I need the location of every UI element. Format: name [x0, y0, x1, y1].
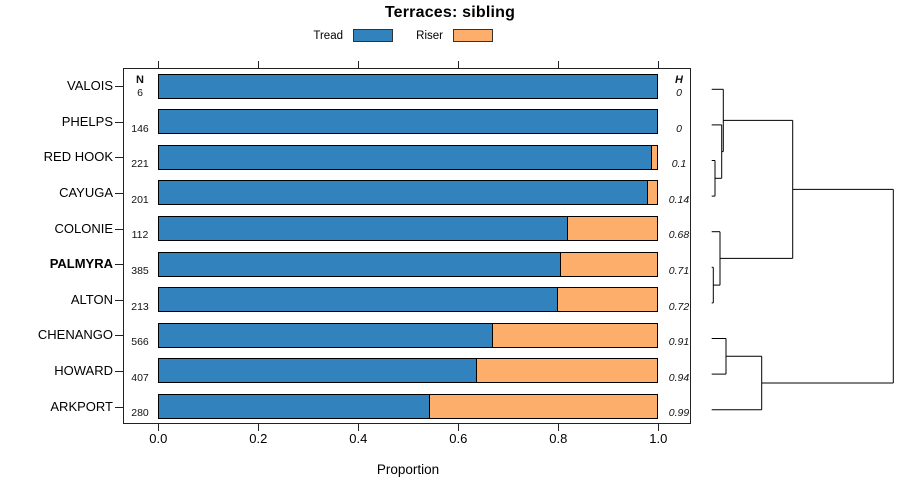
riser-segment — [557, 287, 659, 313]
x-axis-tick-bottom — [258, 424, 260, 432]
tread-segment — [158, 394, 431, 419]
x-axis-tick-bottom — [358, 424, 360, 432]
row-label: PHELPS — [61, 113, 113, 129]
tread-segment — [158, 144, 653, 170]
x-axis-tick-top — [358, 61, 360, 69]
h-value: 0 — [676, 86, 682, 99]
row-label: ARKPORT — [50, 398, 113, 414]
n-value: 213 — [131, 300, 149, 313]
h-value: 0.91 — [668, 336, 690, 349]
n-column-header: N — [136, 74, 144, 87]
x-axis-tick-top — [458, 61, 460, 69]
h-value: 0.71 — [668, 264, 690, 277]
y-axis-tick — [115, 406, 123, 408]
riser-segment — [476, 358, 659, 384]
x-axis-tick-top — [658, 61, 660, 69]
riser-segment — [429, 394, 659, 419]
row-label: CHENANGO — [37, 327, 113, 343]
h-value: 0.94 — [668, 371, 690, 384]
n-value: 280 — [131, 407, 149, 420]
tread-segment — [158, 322, 494, 348]
chart-title: Terraces: sibling — [384, 4, 516, 21]
legend-swatch-tread — [353, 29, 393, 42]
row-label: RED HOOK — [43, 149, 113, 165]
tread-segment — [158, 73, 659, 99]
n-value: 385 — [131, 264, 149, 277]
riser-segment — [651, 144, 659, 170]
y-axis-tick — [115, 192, 123, 194]
x-axis-tick-bottom — [658, 424, 660, 432]
n-value: 112 — [131, 229, 149, 242]
tread-segment — [158, 216, 569, 241]
y-axis-tick — [115, 157, 123, 159]
h-value: 0.68 — [668, 229, 690, 242]
tread-segment — [158, 180, 649, 206]
x-tick-label: 0.6 — [449, 431, 468, 446]
h-value: 0 — [676, 122, 682, 135]
tread-segment — [158, 251, 562, 277]
x-axis-tick-bottom — [458, 424, 460, 432]
n-value: 6 — [137, 86, 143, 99]
n-value: 201 — [131, 193, 149, 206]
row-label: CAYUGA — [59, 184, 113, 200]
riser-segment — [560, 251, 659, 277]
h-value: 0.99 — [668, 407, 690, 420]
x-axis-title: Proportion — [376, 462, 440, 477]
h-value: 0.14 — [668, 193, 690, 206]
x-tick-label: 0.0 — [149, 431, 168, 446]
n-value: 221 — [131, 158, 149, 171]
tread-segment — [158, 287, 559, 313]
tread-segment — [158, 109, 659, 135]
x-tick-label: 1.0 — [649, 431, 668, 446]
legend-label-tread: Tread — [313, 30, 343, 42]
riser-segment — [647, 180, 659, 206]
row-label: PALMYRA — [49, 256, 113, 272]
x-axis-tick-top — [158, 61, 160, 69]
y-axis-tick — [115, 335, 123, 337]
x-tick-label: 0.2 — [249, 431, 268, 446]
riser-segment — [567, 216, 659, 241]
x-axis-tick-bottom — [558, 424, 560, 432]
x-axis-tick-top — [258, 61, 260, 69]
y-axis-tick — [115, 299, 123, 301]
y-axis-tick — [115, 121, 123, 123]
n-value: 407 — [131, 371, 149, 384]
legend-label-riser: Riser — [416, 30, 443, 42]
x-axis-tick-top — [558, 61, 560, 69]
legend-swatch-riser — [453, 29, 493, 42]
row-label: HOWARD — [54, 362, 113, 378]
x-axis-tick-bottom — [158, 424, 160, 432]
x-tick-label: 0.4 — [349, 431, 368, 446]
riser-segment — [492, 322, 659, 348]
y-axis-tick — [115, 370, 123, 372]
tread-segment — [158, 358, 478, 384]
row-label: ALTON — [70, 291, 113, 307]
row-label: COLONIE — [54, 220, 113, 236]
n-value: 566 — [131, 336, 149, 349]
x-tick-label: 0.8 — [549, 431, 568, 446]
h-value: 0.72 — [668, 300, 690, 313]
y-axis-tick — [115, 264, 123, 266]
y-axis-tick — [115, 228, 123, 230]
h-column-header: H — [675, 74, 683, 87]
y-axis-tick — [115, 86, 123, 88]
row-label: VALOIS — [66, 78, 113, 94]
h-value: 0.1 — [671, 158, 687, 171]
n-value: 146 — [131, 122, 149, 135]
